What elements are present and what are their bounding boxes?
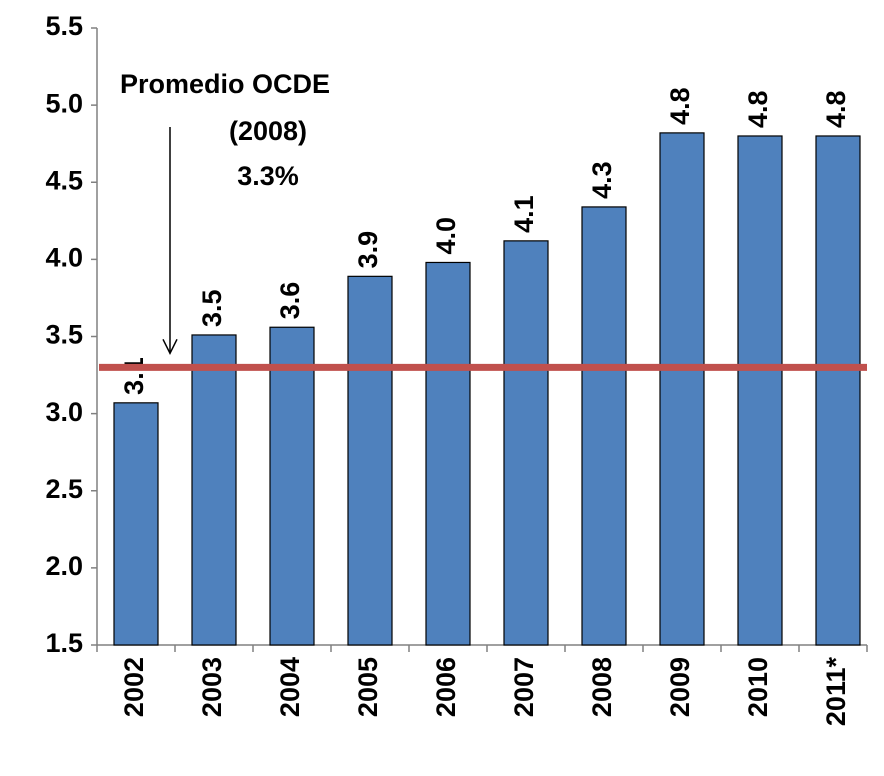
x-tick-label: 2008 — [587, 657, 617, 717]
x-tick-label: 2010 — [743, 657, 773, 717]
x-tick-label: 2002 — [119, 657, 149, 717]
bar — [737, 135, 783, 646]
value-label: 4.8 — [743, 90, 773, 128]
x-tick-label: 2007 — [509, 657, 539, 717]
annotation: Promedio OCDE — [120, 69, 330, 99]
bar — [113, 402, 159, 646]
y-tick-label: 5.5 — [45, 11, 83, 41]
value-label: 3.1 — [119, 357, 149, 395]
bar — [659, 132, 705, 646]
value-label: 3.6 — [275, 282, 305, 320]
value-label: 4.8 — [665, 87, 695, 125]
annotation: 3.3% — [237, 161, 299, 191]
bar — [425, 261, 471, 646]
x-tick-label: 2003 — [197, 657, 227, 717]
annotation: (2008) — [229, 116, 307, 146]
x-tick-label: 2005 — [353, 657, 383, 717]
bar — [269, 326, 315, 646]
bar — [191, 334, 237, 646]
x-tick-label: 2011* — [821, 657, 851, 727]
bar — [815, 135, 861, 646]
y-tick-label: 1.5 — [45, 628, 83, 658]
x-tick-label: 2004 — [275, 657, 305, 717]
value-label: 4.1 — [509, 195, 539, 233]
value-label: 4.3 — [587, 161, 617, 199]
x-tick-label: 2009 — [665, 657, 695, 717]
bar — [581, 206, 627, 646]
y-tick-label: 3.0 — [45, 397, 83, 427]
y-tick-label: 2.5 — [45, 474, 83, 504]
x-tick-label: 2006 — [431, 657, 461, 717]
value-label: 3.5 — [197, 289, 227, 327]
y-tick-label: 4.5 — [45, 165, 83, 195]
value-label: 3.9 — [353, 231, 383, 269]
bar — [347, 275, 393, 646]
value-label: 4.0 — [431, 217, 461, 255]
arrow-head — [162, 339, 178, 356]
value-label: 4.8 — [821, 90, 851, 128]
bar — [503, 240, 549, 646]
y-tick-label: 5.0 — [45, 88, 83, 118]
y-tick-label: 2.0 — [45, 551, 83, 581]
y-tick-label: 3.5 — [45, 320, 83, 350]
y-tick-label: 4.0 — [45, 243, 83, 273]
